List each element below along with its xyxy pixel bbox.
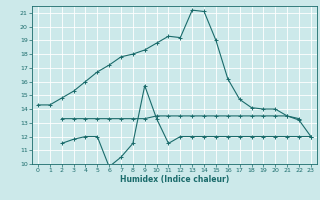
X-axis label: Humidex (Indice chaleur): Humidex (Indice chaleur) [120, 175, 229, 184]
